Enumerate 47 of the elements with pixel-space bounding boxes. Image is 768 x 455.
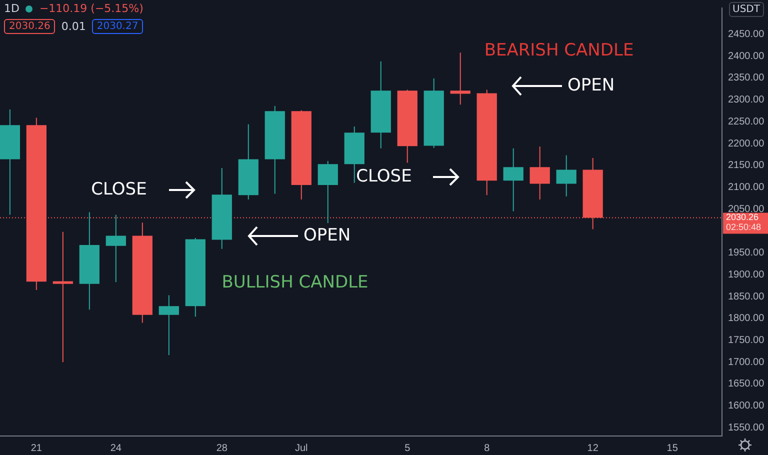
ref-line-label: 2030.26 02:50:48 bbox=[726, 212, 762, 232]
y-tick-label: 2350.00 bbox=[728, 72, 765, 84]
x-tick-label: 12 bbox=[587, 442, 599, 454]
annotation: OPEN bbox=[567, 75, 615, 96]
x-tick-label: 8 bbox=[484, 442, 490, 454]
y-tick-label: 1700.00 bbox=[728, 356, 765, 368]
annotation: BULLISH CANDLE bbox=[222, 272, 368, 292]
candlestick bbox=[530, 146, 550, 200]
y-tick-label: 2200.00 bbox=[728, 138, 765, 150]
y-tick-label: 1750.00 bbox=[728, 335, 765, 346]
candlestick bbox=[106, 214, 126, 283]
candlestick bbox=[318, 160, 338, 224]
y-tick-label: 1550.00 bbox=[728, 422, 765, 434]
annotation: 2030.26 bbox=[4, 19, 56, 34]
y-tick-label: 1800.00 bbox=[728, 313, 765, 324]
candlestick bbox=[503, 148, 524, 212]
y-tick-label: 2250.00 bbox=[728, 116, 765, 128]
y-axis-title: USDT bbox=[728, 2, 764, 17]
candlestick bbox=[450, 52, 470, 106]
y-tick-label: 2150.00 bbox=[728, 160, 765, 172]
y-tick-label: 2050.00 bbox=[728, 204, 765, 215]
y-tick-label: 1600.00 bbox=[728, 400, 765, 412]
x-tick-label: Jul bbox=[294, 442, 308, 454]
y-tick-label: 2450.00 bbox=[728, 28, 765, 40]
candlestick bbox=[158, 294, 179, 356]
annotation: CLOSE bbox=[91, 179, 147, 200]
x-tick-label: 24 bbox=[110, 442, 122, 454]
x-tick-label: 21 bbox=[30, 442, 42, 454]
annotation: 0.01 bbox=[61, 20, 86, 33]
x-tick-label: 15 bbox=[666, 442, 678, 454]
annotation: CLOSE bbox=[356, 166, 412, 186]
x-tick-label: 28 bbox=[216, 442, 228, 454]
annotation: 1D bbox=[4, 2, 20, 15]
y-tick-label: 1650.00 bbox=[728, 378, 765, 390]
y-tick-label: 2100.00 bbox=[728, 182, 765, 193]
x-tick-label: 5 bbox=[404, 442, 411, 454]
y-tick-label: 1950.00 bbox=[728, 248, 765, 259]
annotation: BEARISH CANDLE bbox=[484, 40, 634, 60]
candlestick bbox=[52, 231, 73, 363]
y-tick-label: 1900.00 bbox=[728, 269, 765, 280]
candlestick bbox=[556, 154, 576, 197]
annotation: 2030.27 bbox=[92, 19, 144, 34]
y-tick-label: 2300.00 bbox=[728, 94, 765, 106]
annotation: OPEN bbox=[303, 225, 351, 246]
annotation: −110.19 (−5.15%) bbox=[39, 2, 144, 15]
y-tick-label: 1850.00 bbox=[728, 291, 765, 302]
y-tick-label: 2400.00 bbox=[728, 50, 765, 62]
